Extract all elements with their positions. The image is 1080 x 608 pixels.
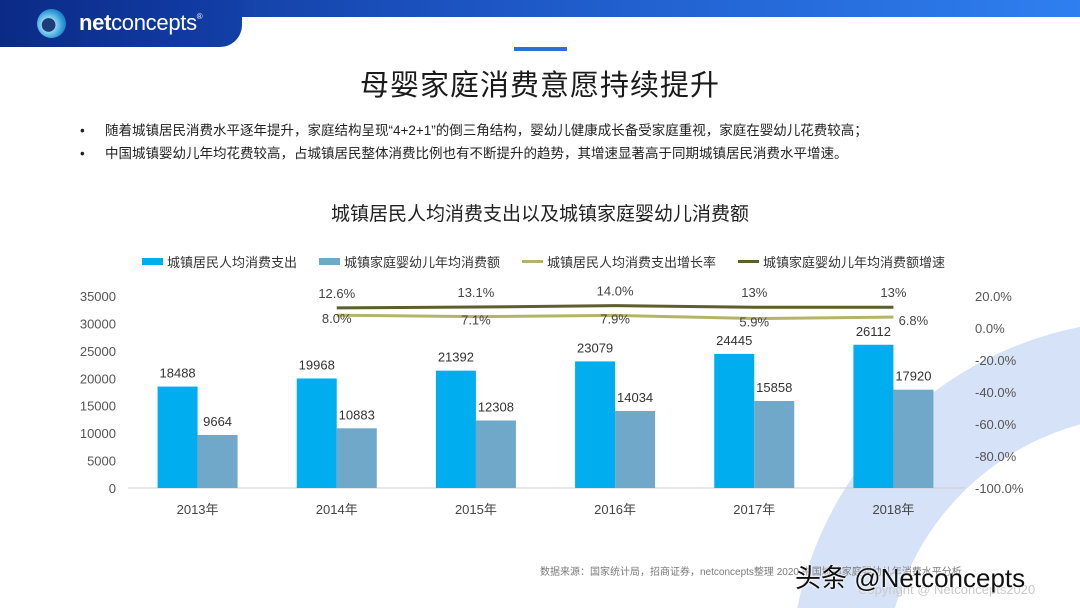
bar-resident-spending bbox=[157, 386, 198, 488]
line-value-label: 8.0% bbox=[322, 311, 352, 326]
line-value-label: 12.6% bbox=[318, 286, 355, 301]
right-axis-tick: 0.0% bbox=[975, 321, 1005, 336]
line-value-label: 7.9% bbox=[600, 311, 630, 326]
line-value-label: 5.9% bbox=[739, 315, 769, 330]
legend-item-resident-spending: 城镇居民人均消费支出 bbox=[142, 252, 297, 271]
legend-line bbox=[522, 260, 544, 263]
bar-resident-spending bbox=[296, 378, 337, 488]
left-axis-tick: 35000 bbox=[80, 289, 116, 304]
x-axis-tick: 2013年 bbox=[177, 502, 219, 517]
line-infant-growth bbox=[336, 304, 894, 310]
left-axis-tick: 0 bbox=[109, 481, 116, 496]
bar-infant-spending bbox=[336, 428, 377, 488]
bar-infant-spending bbox=[754, 401, 795, 488]
chart-legend: 城镇居民人均消费支出 城镇家庭婴幼儿年均消费额 城镇居民人均消费支出增长率 城镇… bbox=[142, 252, 967, 271]
title-accent-bar bbox=[514, 47, 567, 51]
x-axis-tick: 2016年 bbox=[594, 502, 636, 517]
bullet-item: 中国城镇婴幼儿年均花费较高，占城镇居民整体消费比例也有不断提升的趋势，其增速显著… bbox=[80, 144, 868, 167]
line-value-label: 13% bbox=[880, 285, 906, 300]
bar-value-label: 19968 bbox=[299, 357, 335, 372]
bar-value-label: 12308 bbox=[478, 399, 514, 414]
line-resident-growth bbox=[336, 313, 894, 321]
x-axis-tick: 2018年 bbox=[872, 502, 914, 517]
bar-infant-spending bbox=[893, 389, 934, 488]
brand-logo: netconcepts® bbox=[79, 10, 203, 35]
left-axis-tick: 5000 bbox=[87, 454, 116, 469]
right-axis-tick: -20.0% bbox=[975, 353, 1017, 368]
bullet-item: 随着城镇居民消费水平逐年提升，家庭结构呈现“4+2+1”的倒三角结构，婴幼儿健康… bbox=[80, 121, 868, 144]
chart-title: 城镇居民人均消费支出以及城镇家庭婴幼儿消费额 bbox=[330, 204, 749, 225]
bar-infant-spending bbox=[197, 434, 238, 488]
right-axis-tick: -40.0% bbox=[975, 385, 1017, 400]
right-axis-tick: 20.0% bbox=[975, 289, 1012, 304]
bar-resident-spending bbox=[575, 361, 616, 488]
netconcepts-logo-icon bbox=[37, 9, 66, 38]
data-source-note: 数据来源：国家统计局，招商证券，netconcepts整理 2020 中国城镇家… bbox=[540, 567, 962, 578]
bar-value-label: 10883 bbox=[339, 407, 375, 422]
bar-value-label: 24445 bbox=[716, 333, 752, 348]
bar-infant-spending bbox=[615, 411, 656, 488]
bullet-list: 随着城镇居民消费水平逐年提升，家庭结构呈现“4+2+1”的倒三角结构，婴幼儿健康… bbox=[80, 121, 868, 167]
legend-item-resident-growth: 城镇居民人均消费支出增长率 bbox=[522, 252, 716, 271]
bar-value-label: 18488 bbox=[160, 366, 196, 381]
legend-swatch bbox=[142, 258, 163, 265]
bar-resident-spending bbox=[853, 344, 894, 488]
line-value-label: 13.1% bbox=[457, 285, 494, 300]
bar-value-label: 21392 bbox=[438, 350, 474, 365]
bar-value-label: 15858 bbox=[756, 380, 792, 395]
legend-item-infant-growth: 城镇家庭婴幼儿年均消费额增速 bbox=[738, 252, 945, 271]
line-value-label: 13% bbox=[741, 285, 767, 300]
bar-value-label: 23079 bbox=[577, 340, 613, 355]
left-axis-tick: 15000 bbox=[80, 399, 116, 414]
watermark: 头条 @Netconcepts bbox=[795, 563, 1026, 593]
x-axis-tick: 2015年 bbox=[455, 502, 497, 517]
bar-resident-spending bbox=[714, 353, 755, 488]
copyright-text: Copyright @ Netconcepts2020 bbox=[858, 582, 1036, 597]
line-value-label: 7.1% bbox=[461, 313, 491, 328]
bar-infant-spending bbox=[475, 420, 516, 488]
left-axis-tick: 25000 bbox=[80, 344, 116, 359]
right-axis-tick: -60.0% bbox=[975, 417, 1017, 432]
top-banner bbox=[0, 0, 1080, 17]
right-axis-tick: -100.0% bbox=[975, 481, 1024, 496]
x-axis-tick: 2014年 bbox=[316, 502, 358, 517]
legend-item-infant-spending: 城镇家庭婴幼儿年均消费额 bbox=[319, 252, 500, 271]
legend-swatch bbox=[319, 258, 341, 265]
left-axis-tick: 10000 bbox=[80, 426, 116, 441]
left-axis-tick: 30000 bbox=[80, 316, 116, 331]
line-value-label: 14.0% bbox=[597, 284, 634, 299]
legend-line bbox=[738, 260, 760, 263]
x-axis-tick: 2017年 bbox=[733, 502, 775, 517]
right-axis-tick: -80.0% bbox=[975, 449, 1017, 464]
line-value-label: 6.8% bbox=[899, 313, 929, 328]
bar-value-label: 26112 bbox=[856, 324, 891, 339]
bar-resident-spending bbox=[435, 370, 476, 488]
left-axis-tick: 20000 bbox=[80, 371, 116, 386]
bar-value-label: 17920 bbox=[895, 369, 931, 384]
page-title: 母婴家庭消费意愿持续提升 bbox=[359, 70, 720, 102]
logo-tab: netconcepts® bbox=[0, 0, 242, 47]
bar-value-label: 14034 bbox=[617, 390, 653, 405]
bar-value-label: 9664 bbox=[203, 414, 232, 429]
